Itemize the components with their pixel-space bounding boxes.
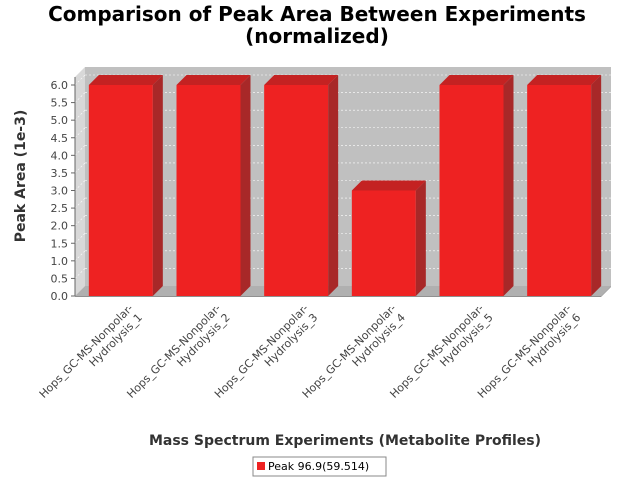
bar xyxy=(88,75,163,296)
y-axis-ticks: 0.0 0.5 1.0 1.5 2.0 2.5 3.0 3.5 4.0 4.5 5.0 5.5 6.0 xyxy=(51,77,76,303)
y-tick-label: 5.0 xyxy=(51,114,69,127)
chart-title-line-2: (normalized) xyxy=(245,24,389,48)
bar-front xyxy=(88,85,153,296)
y-axis-title: Peak Area (1e-3) xyxy=(13,110,29,243)
bar-top xyxy=(88,75,163,85)
bar-front xyxy=(176,85,241,296)
y-tick-label: 4.0 xyxy=(51,149,69,162)
bar xyxy=(351,180,426,296)
bar-top xyxy=(176,75,251,85)
legend: Peak 96.9(59.514) xyxy=(252,456,387,477)
y-tick-label: 5.5 xyxy=(51,97,69,110)
bar-side xyxy=(240,75,251,296)
x-axis-title: Mass Spectrum Experiments (Metabolite Pr… xyxy=(149,433,541,449)
bar-side xyxy=(152,75,163,296)
y-tick-label: 1.0 xyxy=(51,255,69,268)
legend-swatch xyxy=(257,462,265,470)
plot-left-wall xyxy=(75,67,85,296)
bar-top xyxy=(351,180,426,191)
y-tick-label: 3.5 xyxy=(51,167,69,180)
y-tick-label: 0.0 xyxy=(51,290,69,303)
x-axis-categories: Hops_GC-MS-Nonpolar-Hydrolysis_1Hops_GC-… xyxy=(37,302,584,401)
y-tick-label: 2.5 xyxy=(51,202,69,215)
y-tick-label: 6.0 xyxy=(51,79,69,92)
bars xyxy=(88,75,602,296)
plot-background xyxy=(85,67,611,286)
x-category-label-line: Hops_GC-MS-Nonpolar- xyxy=(37,302,136,401)
bar xyxy=(264,75,339,296)
y-tick-label: 1.5 xyxy=(51,237,69,250)
bar-top xyxy=(439,75,514,85)
legend-box xyxy=(252,456,387,477)
y-tick-label: 4.5 xyxy=(51,132,69,145)
bar-top xyxy=(527,75,602,85)
y-tick-label: 2.0 xyxy=(51,220,69,233)
bar-front xyxy=(351,190,416,296)
bar xyxy=(439,75,514,296)
y-tick-label: 3.0 xyxy=(51,185,69,198)
y-tick-label: 0.5 xyxy=(51,272,69,285)
bar xyxy=(176,75,251,296)
bar-front xyxy=(527,85,592,296)
legend-label: Peak 96.9(59.514) xyxy=(268,460,369,473)
bar-front xyxy=(439,85,504,296)
bar-front xyxy=(264,85,329,296)
bar xyxy=(527,75,602,296)
bar-top xyxy=(264,75,339,85)
bar-side xyxy=(415,180,426,296)
bar-side xyxy=(503,75,514,296)
bar-side xyxy=(328,75,339,296)
bar-side xyxy=(591,75,602,296)
chart-title-line-1: Comparison of Peak Area Between Experime… xyxy=(48,2,586,26)
